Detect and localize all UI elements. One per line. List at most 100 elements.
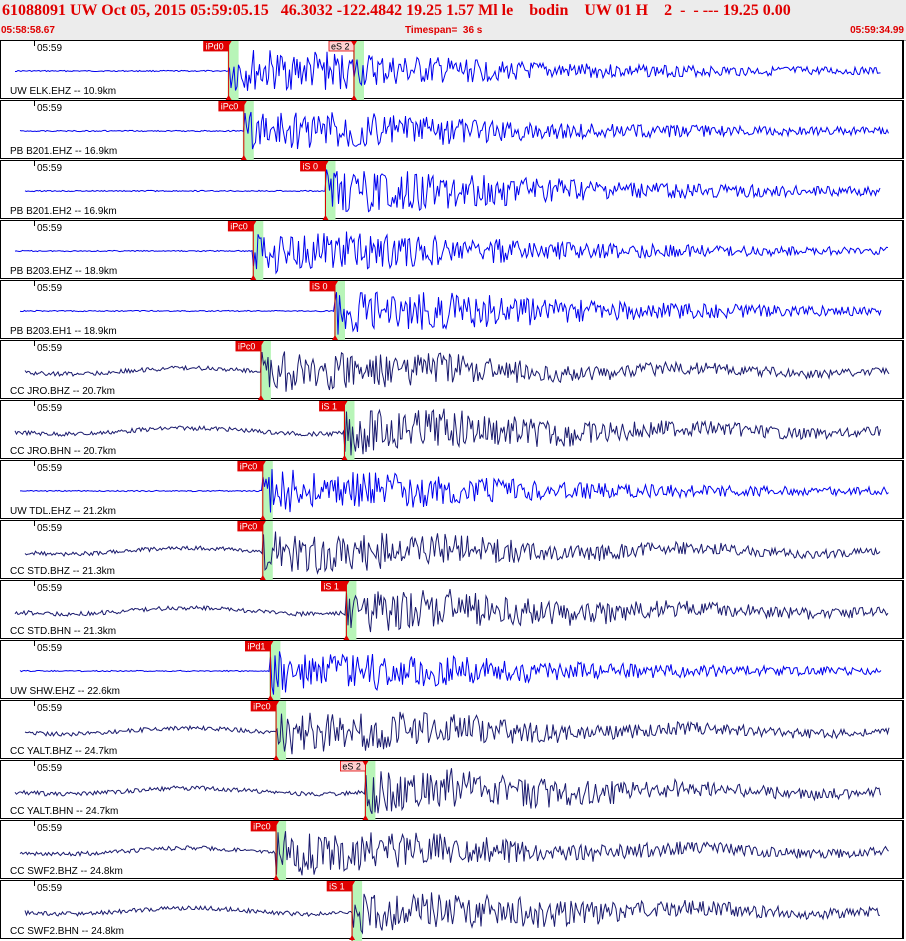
waveform-trace xyxy=(15,50,881,92)
waveform-trace xyxy=(14,768,881,815)
waveform-trace xyxy=(19,831,889,876)
trace-panel[interactable]: iPc0 05:59 CC SWF2.BHZ -- 24.8km xyxy=(0,820,904,881)
trace-panel[interactable]: iPc0 05:59 UW TDL.EHZ -- 21.2km xyxy=(0,460,904,521)
waveform-plot: iPd0 eS 2 xyxy=(15,41,881,101)
waveform-plot: iPc0 xyxy=(19,821,889,881)
waveform-plot: iS 1 xyxy=(14,401,881,461)
minute-tick xyxy=(34,461,35,466)
waveform-trace xyxy=(24,711,890,755)
pick-bottom-marker xyxy=(362,815,369,820)
pick-label: iPc0 xyxy=(253,702,271,712)
waveform-plot: iPc0 xyxy=(24,701,890,761)
event-header: 61088091 UW Oct 05, 2015 05:59:05.15 46.… xyxy=(0,0,906,41)
pick-label: iPd1 xyxy=(247,642,265,652)
minute-tick xyxy=(34,701,35,706)
pick-window-band xyxy=(345,581,357,641)
pick-top-marker xyxy=(259,461,266,466)
panel-time-label: 05:59 xyxy=(37,523,63,534)
pick-top-marker xyxy=(267,641,274,646)
event-summary-title: 61088091 UW Oct 05, 2015 05:59:05.15 46.… xyxy=(2,2,791,19)
waveform-trace xyxy=(24,531,881,575)
pick-top-marker xyxy=(250,221,257,226)
pick-window-band xyxy=(324,161,336,221)
minute-tick xyxy=(34,761,35,766)
pick-top-marker xyxy=(240,101,247,106)
station-channel-label: CC YALT.BHN -- 24.7km xyxy=(10,806,119,817)
waveform-trace xyxy=(20,469,889,513)
pick-bottom-marker xyxy=(343,635,350,640)
trace-panel[interactable]: iS 0 05:59 PB B203.EH1 -- 18.9km xyxy=(0,280,904,341)
station-channel-label: UW SHW.EHZ -- 22.6km xyxy=(10,686,121,697)
station-channel-label: PB B203.EHZ -- 18.9km xyxy=(10,266,118,277)
waveform-plot: iS 1 xyxy=(24,881,881,941)
station-channel-label: CC YALT.BHZ -- 24.7km xyxy=(10,746,118,757)
pick-label: iPc0 xyxy=(240,522,258,532)
trace-panel[interactable]: iS 1 05:59 CC STD.BHN -- 21.3km xyxy=(0,580,904,641)
pick-window-band xyxy=(252,221,264,281)
station-channel-label: CC SWF2.BHZ -- 24.8km xyxy=(10,866,123,877)
panel-time-label: 05:59 xyxy=(37,403,63,414)
trace-panel[interactable]: iS 1 05:59 CC JRO.BHN -- 20.7km xyxy=(0,400,904,461)
pick-label: iS 1 xyxy=(323,582,339,592)
panel-time-label: 05:59 xyxy=(37,283,63,294)
pick-top-marker xyxy=(257,341,264,346)
pick-window-band xyxy=(334,281,345,341)
pick-label: iS 1 xyxy=(322,402,338,412)
panel-time-label: 05:59 xyxy=(37,163,63,174)
pick-window-band xyxy=(275,821,287,881)
pick-bottom-marker xyxy=(273,875,280,880)
panel-time-label: 05:59 xyxy=(37,763,63,774)
waveform-trace xyxy=(14,589,889,633)
waveform-plot: iS 1 xyxy=(14,581,889,641)
pick-bottom-marker xyxy=(250,275,257,280)
pick-bottom-marker xyxy=(349,935,356,940)
seismogram-panels: iPd0 eS 2 05:59 UW ELK.EHZ -- 10.9km iPc0 05:… xyxy=(0,40,906,941)
pick-bottom-marker xyxy=(273,755,280,760)
trace-panel[interactable]: iPd0 eS 2 05:59 UW ELK.EHZ -- 10.9km xyxy=(0,40,904,101)
pick-top-marker xyxy=(362,761,369,766)
pick-bottom-marker xyxy=(341,455,348,460)
pick-label: iPd0 xyxy=(206,42,224,52)
trace-panel[interactable]: iS 0 05:59 PB B201.EH2 -- 16.9km xyxy=(0,160,904,221)
station-channel-label: PB B201.EHZ -- 16.9km xyxy=(10,146,118,157)
minute-tick xyxy=(34,641,35,646)
panel-time-label: 05:59 xyxy=(37,343,63,354)
pick-bottom-marker xyxy=(351,95,357,100)
pick-label: eS 2 xyxy=(342,762,361,772)
panel-time-label: 05:59 xyxy=(37,823,63,834)
station-channel-label: UW ELK.EHZ -- 10.9km xyxy=(10,86,117,97)
trace-panel[interactable]: iS 1 05:59 CC SWF2.BHN -- 24.8km xyxy=(0,880,904,941)
trace-panel[interactable]: iPc0 05:59 PB B203.EHZ -- 18.9km xyxy=(0,220,904,281)
pick-bottom-marker xyxy=(322,215,329,220)
pick-label: iPc0 xyxy=(230,222,248,232)
station-channel-label: PB B201.EH2 -- 16.9km xyxy=(10,206,117,217)
pick-bottom-marker xyxy=(259,575,266,580)
minute-tick xyxy=(34,521,35,526)
pick-bottom-marker xyxy=(267,695,274,700)
pick-label: iPc0 xyxy=(238,342,256,352)
pick-label: iS 0 xyxy=(303,162,319,172)
pick-label: iS 1 xyxy=(329,882,345,892)
trace-panel[interactable]: iPd1 05:59 UW SHW.EHZ -- 22.6km xyxy=(0,640,904,701)
pick-top-marker xyxy=(225,41,232,46)
panel-time-label: 05:59 xyxy=(37,103,63,114)
waveform-trace xyxy=(19,111,889,150)
trace-panel[interactable]: iPc0 05:59 CC JRO.BHZ -- 20.7km xyxy=(0,340,904,401)
trace-panel[interactable]: iPc0 05:59 PB B201.EHZ -- 16.9km xyxy=(0,100,904,161)
minute-tick xyxy=(34,341,35,346)
pick-top-marker xyxy=(341,401,348,406)
trace-panel[interactable]: iPc0 05:59 CC YALT.BHZ -- 24.7km xyxy=(0,700,904,761)
station-channel-label: CC SWF2.BHN -- 24.8km xyxy=(10,926,124,937)
pick-window-band xyxy=(261,461,273,521)
waveform-trace xyxy=(24,351,890,392)
waveform-plot: iPc0 xyxy=(24,341,890,401)
pick-bottom-marker xyxy=(240,155,247,160)
minute-tick xyxy=(34,221,35,226)
pick-top-marker xyxy=(273,821,280,826)
minute-tick xyxy=(34,401,35,406)
pick-label: iPc0 xyxy=(240,462,258,472)
trace-panel[interactable]: eS 2 05:59 CC YALT.BHN -- 24.7km xyxy=(0,760,904,821)
minute-tick xyxy=(34,881,35,886)
station-channel-label: CC JRO.BHZ -- 20.7km xyxy=(10,386,116,397)
trace-panel[interactable]: iPc0 05:59 CC STD.BHZ -- 21.3km xyxy=(0,520,904,581)
